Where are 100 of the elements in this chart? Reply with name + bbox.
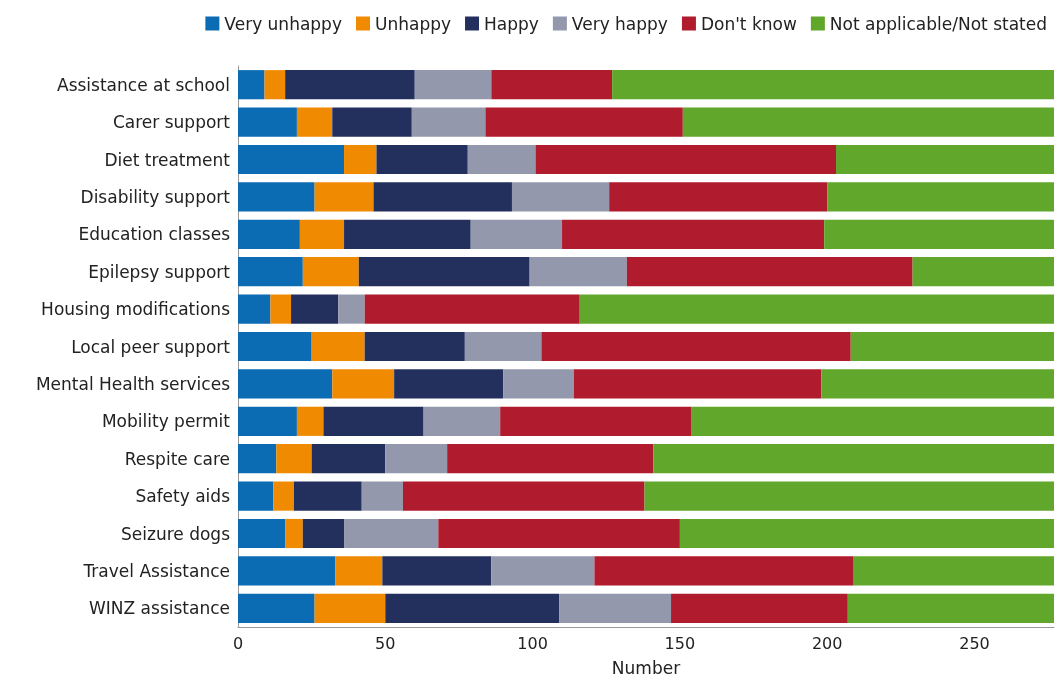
bar bbox=[573, 369, 822, 399]
x-tick-label: 50 bbox=[375, 633, 396, 653]
bar bbox=[447, 444, 654, 474]
y-tick-label: Diet treatment bbox=[104, 149, 231, 170]
y-tick-label: Assistance at school bbox=[57, 74, 230, 95]
bar bbox=[344, 518, 439, 549]
bar bbox=[511, 182, 610, 212]
bar bbox=[238, 219, 300, 249]
y-tick-label: Carer support bbox=[112, 112, 231, 133]
y-tick-label: Local peer support bbox=[71, 336, 231, 357]
bar bbox=[373, 182, 512, 212]
bar bbox=[438, 518, 680, 549]
y-tick-label: Mental Health services bbox=[35, 373, 231, 394]
bar bbox=[579, 294, 1054, 324]
bar bbox=[332, 369, 395, 399]
bar bbox=[491, 556, 595, 586]
y-tick-label: Education classes bbox=[78, 224, 231, 245]
bar bbox=[270, 294, 292, 324]
bar bbox=[238, 144, 345, 175]
bar bbox=[385, 593, 560, 623]
bar bbox=[682, 107, 1054, 137]
bar bbox=[293, 481, 362, 511]
bar bbox=[264, 70, 286, 100]
bar bbox=[338, 294, 365, 324]
y-tick-label: WINZ assistance bbox=[89, 598, 230, 619]
bar bbox=[679, 518, 1054, 549]
bar bbox=[594, 556, 854, 586]
bar bbox=[314, 593, 386, 623]
bar bbox=[541, 331, 851, 362]
bar bbox=[302, 257, 359, 287]
bar bbox=[847, 593, 1054, 623]
x-tick-label: 150 bbox=[664, 633, 696, 653]
bar bbox=[299, 219, 345, 249]
bar bbox=[853, 556, 1054, 586]
y-tick-label: Housing modifications bbox=[41, 299, 231, 320]
bar bbox=[821, 369, 1054, 399]
bar bbox=[529, 257, 627, 287]
bar bbox=[285, 70, 415, 100]
bar bbox=[364, 294, 580, 324]
bar bbox=[609, 182, 828, 212]
bar bbox=[238, 406, 297, 436]
bar bbox=[376, 144, 468, 175]
bar bbox=[827, 182, 1054, 212]
bar bbox=[671, 593, 848, 623]
bar bbox=[302, 518, 345, 549]
bar bbox=[464, 331, 542, 362]
bar bbox=[238, 294, 271, 324]
bar bbox=[467, 144, 536, 175]
bar bbox=[824, 219, 1054, 249]
bar bbox=[238, 107, 297, 137]
legend-label: Don't know bbox=[700, 13, 797, 34]
y-tick-label: Travel Assistance bbox=[82, 560, 230, 581]
bar bbox=[535, 144, 837, 175]
bar bbox=[382, 556, 492, 586]
bar bbox=[394, 369, 504, 399]
bar bbox=[850, 331, 1054, 362]
bar bbox=[653, 444, 1054, 474]
bar bbox=[238, 444, 277, 474]
y-tick-label: Disability support bbox=[80, 186, 231, 207]
bar bbox=[285, 518, 303, 549]
bar bbox=[562, 219, 825, 249]
bar bbox=[385, 444, 448, 474]
x-axis-title: Number bbox=[611, 657, 681, 678]
bar bbox=[323, 406, 424, 436]
bar bbox=[344, 144, 377, 175]
bar bbox=[411, 107, 486, 137]
bar bbox=[470, 219, 563, 249]
bar bbox=[414, 70, 492, 100]
bar bbox=[291, 294, 339, 324]
bar bbox=[500, 406, 692, 436]
x-tick-label: 100 bbox=[517, 633, 548, 653]
bar bbox=[626, 257, 913, 287]
y-tick-label: Epilepsy support bbox=[88, 261, 231, 282]
bar bbox=[912, 257, 1054, 287]
bar bbox=[335, 556, 383, 586]
bar bbox=[644, 481, 1054, 511]
y-tick-label: Safety aids bbox=[135, 486, 231, 507]
bar bbox=[238, 70, 265, 100]
bar bbox=[423, 406, 501, 436]
x-tick-label: 250 bbox=[959, 633, 990, 653]
bar bbox=[485, 107, 683, 137]
bar bbox=[238, 481, 274, 511]
bar bbox=[311, 444, 386, 474]
legend-label: Happy bbox=[484, 13, 539, 34]
bar bbox=[314, 182, 374, 212]
legend-label: Very happy bbox=[571, 13, 668, 34]
bar bbox=[344, 219, 471, 249]
bar bbox=[238, 369, 333, 399]
bar bbox=[238, 257, 303, 287]
legend-label: Unhappy bbox=[374, 13, 452, 34]
bar bbox=[311, 331, 365, 362]
y-tick-label: Mobility permit bbox=[101, 411, 231, 432]
bar bbox=[238, 331, 312, 362]
x-tick-label: 200 bbox=[811, 633, 843, 653]
bar bbox=[276, 444, 312, 474]
bar bbox=[402, 481, 645, 511]
y-tick-label: Seizure dogs bbox=[121, 523, 231, 544]
bar bbox=[238, 518, 286, 549]
bar bbox=[238, 556, 336, 586]
y-tick-label: Respite care bbox=[124, 448, 230, 469]
